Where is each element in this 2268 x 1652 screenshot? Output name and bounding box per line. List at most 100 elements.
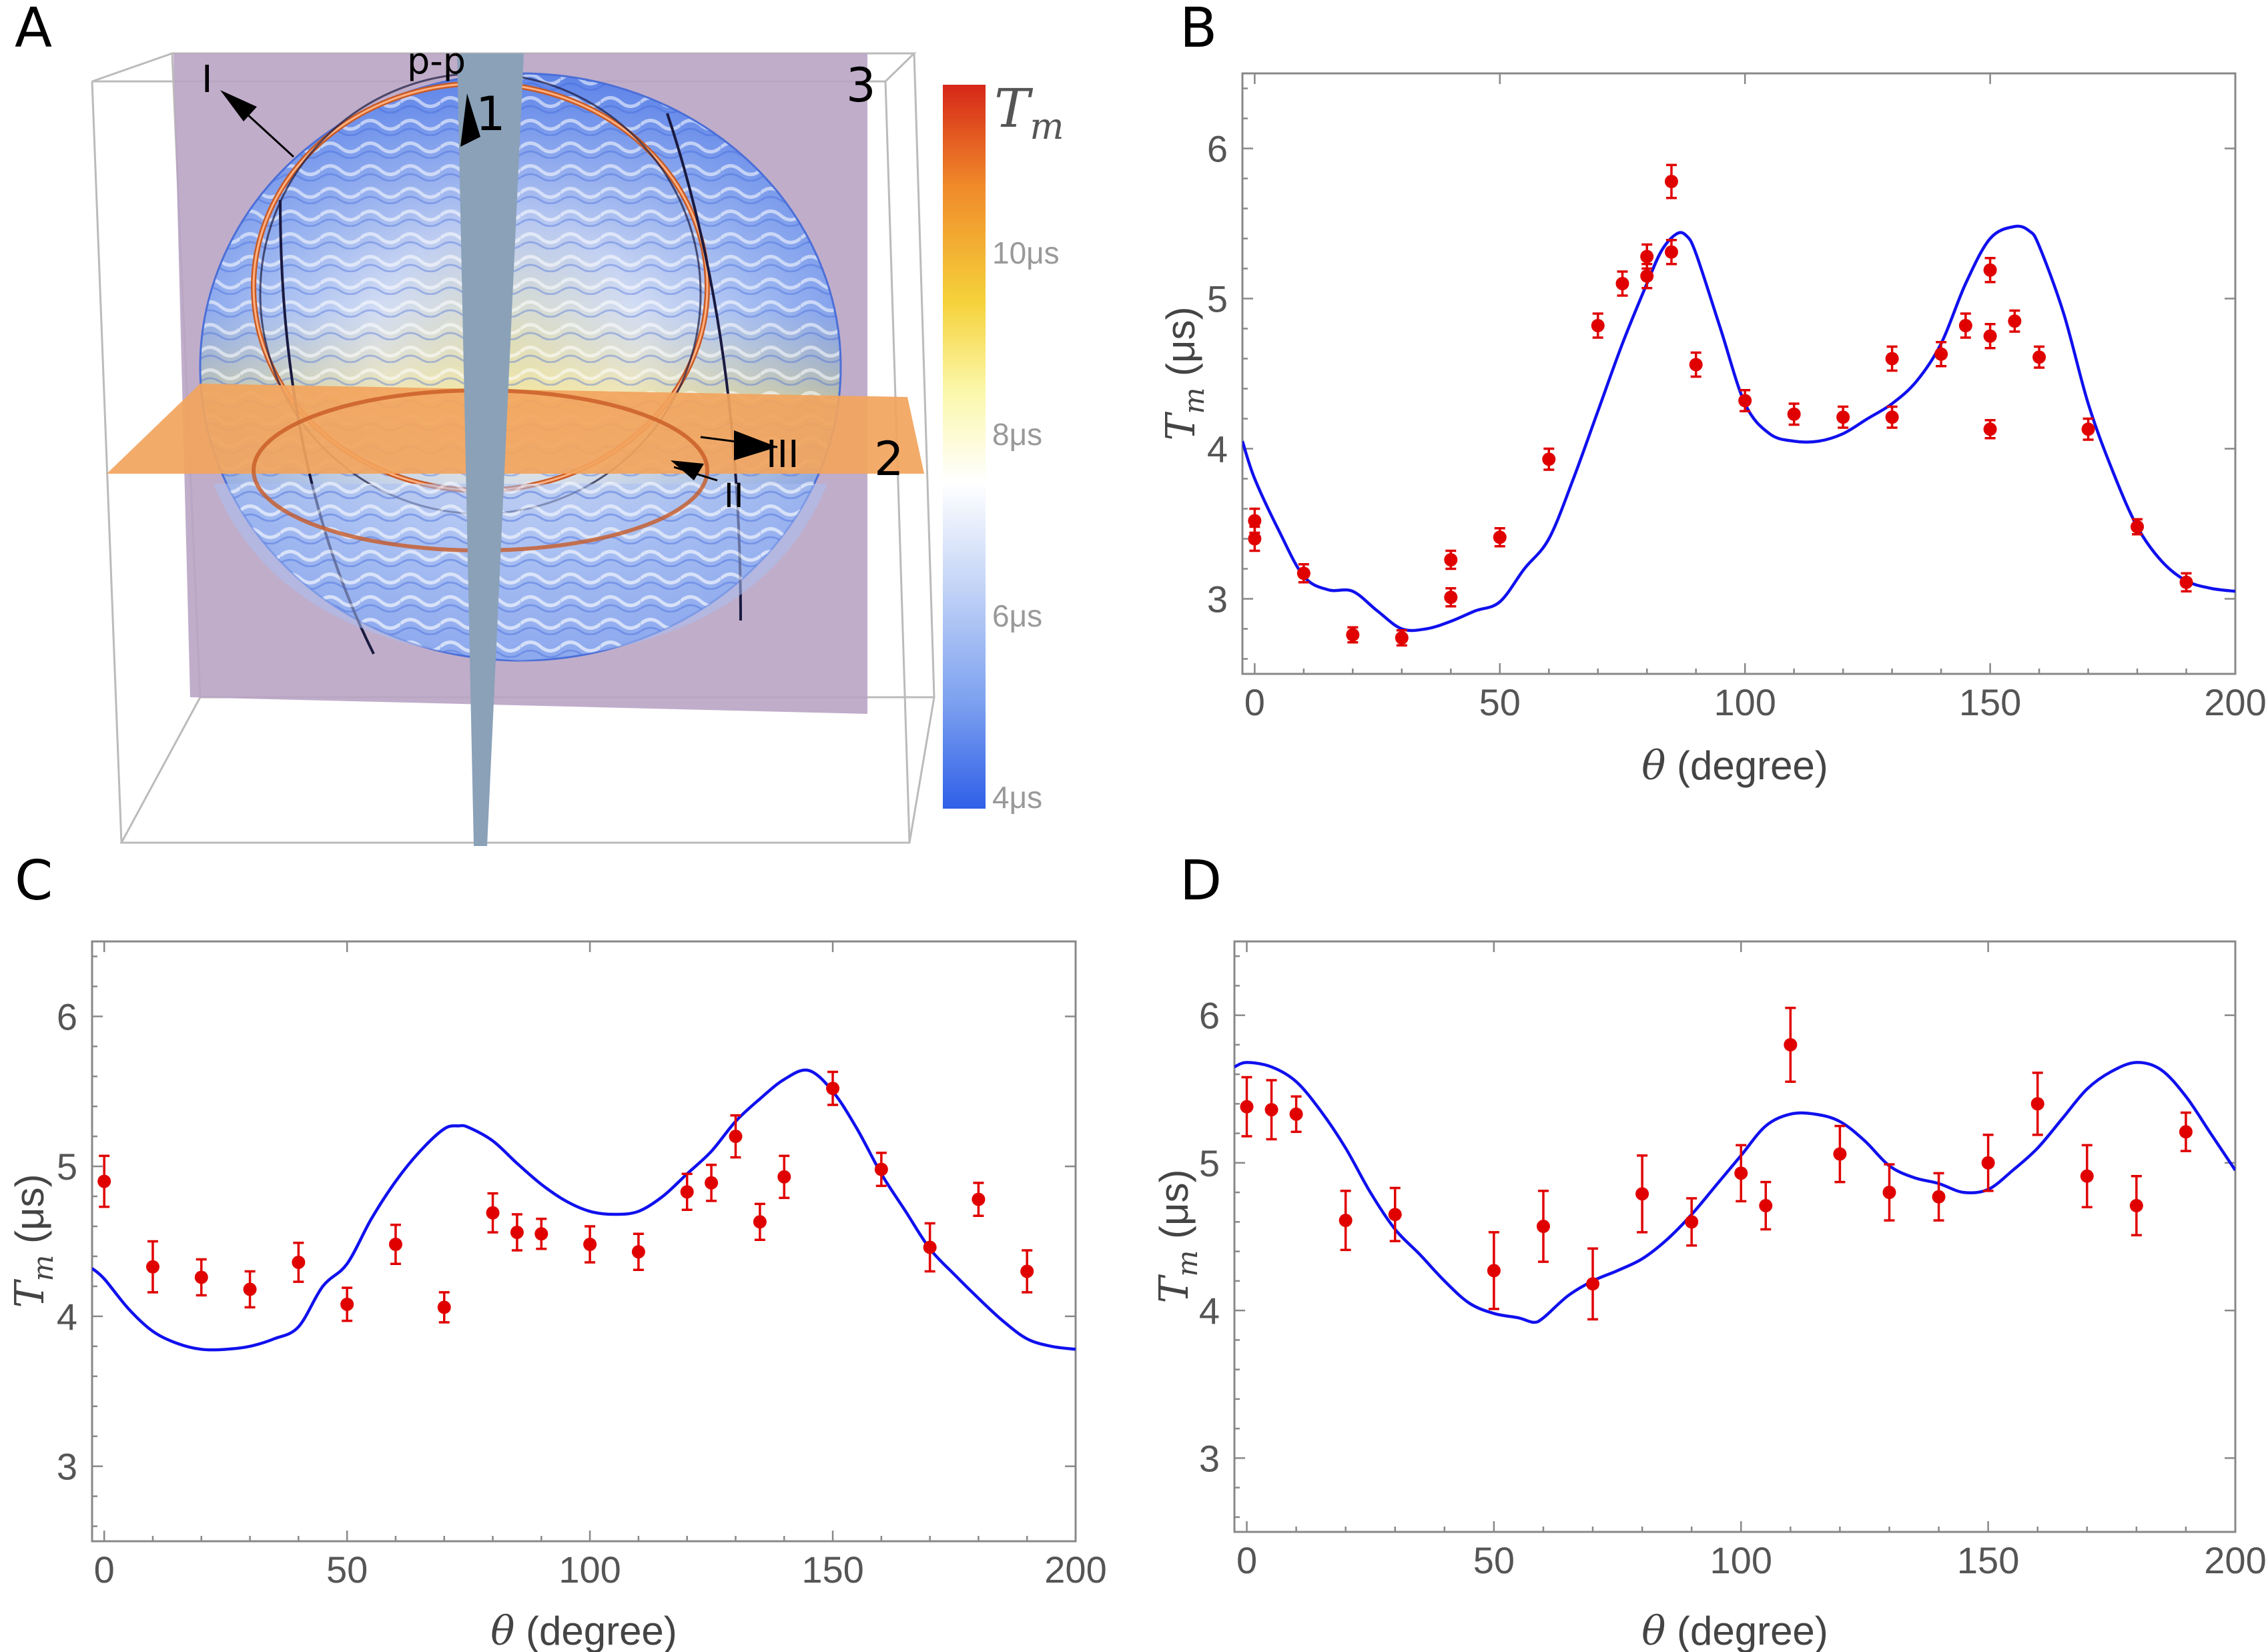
data-point — [1640, 269, 1654, 283]
data-point — [1983, 263, 1997, 277]
data-point — [2131, 520, 2145, 534]
data-point — [340, 1297, 354, 1311]
data-point — [1591, 319, 1605, 332]
data-point — [437, 1300, 451, 1314]
y-tick-label-3: 3 — [1207, 578, 1228, 621]
data-point — [1388, 1208, 1402, 1222]
data-point — [1885, 410, 1899, 424]
data-point — [194, 1270, 208, 1284]
x-tick-label-150: 150 — [1957, 1539, 2019, 1581]
y-tick-label-6: 6 — [1207, 128, 1228, 170]
data-point — [1296, 566, 1310, 580]
arrow-label-i: I — [202, 58, 213, 101]
data-point — [243, 1282, 257, 1296]
y-axis-label-b: Tm (μs) — [1158, 306, 1210, 440]
data-point — [1020, 1264, 1034, 1278]
data-point — [874, 1162, 888, 1176]
chart-panel-c: 0 50 100 150 200 3 4 5 6 θ (degree) Tm (μs) — [7, 940, 1107, 1652]
data-point — [1264, 1103, 1278, 1117]
plane-1 — [457, 53, 524, 846]
data-point — [145, 1260, 159, 1274]
y-tick-label-4: 4 — [1199, 1290, 1220, 1332]
y-tick-label-5: 5 — [1199, 1142, 1220, 1184]
plot-frame-d — [1233, 940, 2237, 1533]
data-point — [510, 1226, 524, 1240]
data-point — [1885, 352, 1899, 366]
y-tick-label-3: 3 — [1199, 1437, 1220, 1479]
plane-label-1: 1 — [476, 87, 506, 141]
data-point — [705, 1176, 719, 1190]
x-axis-label-b: θ (degree) — [1641, 743, 1828, 789]
y-tick-label-6: 6 — [57, 995, 77, 1038]
fit-curve-b — [1242, 224, 2235, 633]
plot-frame-c — [91, 940, 1077, 1543]
colorbar-tick-6: 6μs — [992, 598, 1042, 633]
data-point — [1958, 319, 1972, 332]
x-tick-label-0: 0 — [94, 1549, 115, 1591]
y-tick-label-3: 3 — [57, 1446, 77, 1488]
y-axis-label-d: Tm (μs) — [1151, 1169, 1204, 1303]
data-point — [1248, 514, 1262, 528]
data-point — [388, 1237, 402, 1251]
x-axis-label-c: θ (degree) — [490, 1608, 677, 1652]
data-point — [1738, 394, 1752, 408]
data-point — [1664, 175, 1678, 188]
chart-panel-b: 0 50 100 150 200 3 4 5 6 θ (degree) Tm (μs) — [1158, 72, 2267, 789]
fit-curve-d — [1234, 1061, 2235, 1324]
x-tick-label-0: 0 — [1236, 1539, 1257, 1581]
x-tick-label-50: 50 — [326, 1549, 368, 1591]
colorbar-tick-4: 4μs — [992, 780, 1042, 815]
arrow-label-ii: II — [724, 476, 744, 515]
y-tick-label-5: 5 — [57, 1146, 77, 1188]
data-point — [1882, 1186, 1896, 1200]
x-tick-label-100: 100 — [1710, 1539, 1772, 1581]
plot-frame-b — [1241, 72, 2237, 675]
data-point — [1934, 347, 1948, 361]
data-point — [486, 1206, 500, 1220]
data-point — [1983, 329, 1997, 343]
x-axis-label-d: θ (degree) — [1641, 1608, 1828, 1652]
data-point — [1444, 553, 1458, 566]
data-point — [1289, 1107, 1303, 1121]
x-tick-label-150: 150 — [801, 1549, 863, 1591]
data-point — [631, 1245, 645, 1259]
data-point — [680, 1185, 694, 1199]
arrow-label-iii: III — [766, 433, 799, 476]
x-tick-label-200: 200 — [2204, 681, 2266, 723]
data-point — [2179, 575, 2193, 589]
data-point — [2008, 314, 2022, 328]
plane-2 — [107, 384, 924, 474]
panel-letter-a: A — [15, 0, 52, 60]
data-point — [2032, 350, 2046, 364]
panel-letter-c: C — [15, 849, 53, 913]
data-point — [1685, 1215, 1699, 1229]
data-point — [1981, 1156, 1995, 1170]
data-point — [2081, 422, 2095, 436]
colorbar-tick-10: 10μs — [992, 236, 1060, 270]
data-point — [2080, 1169, 2094, 1183]
data-point — [1395, 631, 1409, 645]
data-point — [1664, 245, 1678, 259]
data-point — [1836, 410, 1850, 424]
data-point — [97, 1174, 111, 1188]
x-tick-label-200: 200 — [2204, 1539, 2266, 1581]
data-point — [583, 1237, 597, 1251]
data-point — [1493, 530, 1507, 544]
y-tick-label-6: 6 — [1199, 995, 1220, 1037]
data-point — [1635, 1187, 1649, 1201]
colorbar-title: Tm — [994, 77, 1064, 147]
data-point — [1983, 422, 1997, 436]
x-tick-label-150: 150 — [1959, 681, 2021, 723]
data-point — [1542, 452, 1556, 466]
arrows — [220, 90, 778, 482]
colorbar: Tm 10μs 8μs 6μs 4μs — [943, 77, 1064, 815]
data-point — [1833, 1147, 1847, 1161]
x-tick-label-0: 0 — [1244, 681, 1265, 723]
data-point — [753, 1215, 767, 1229]
x-tick-label-200: 200 — [1044, 1549, 1106, 1591]
data-point — [1784, 1038, 1798, 1052]
data-point — [777, 1170, 791, 1184]
x-tick-label-50: 50 — [1473, 1539, 1515, 1581]
y-tick-label-4: 4 — [57, 1296, 77, 1338]
panel-a-illustration: I II III p-p 1 2 3 Tm 10μs 8μs 6μs 4μs — [91, 40, 1064, 846]
